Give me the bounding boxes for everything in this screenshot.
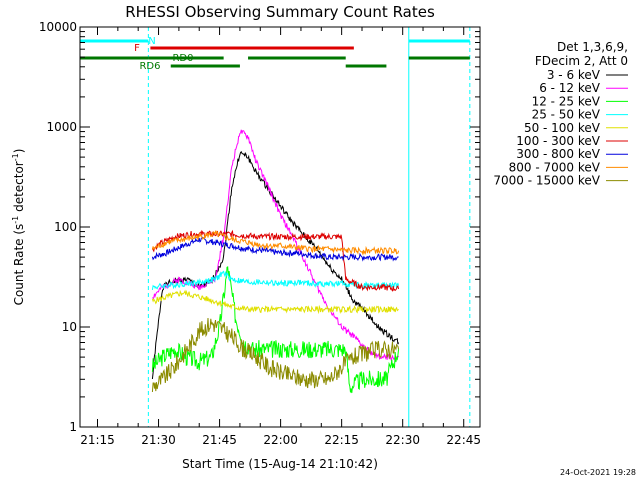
- series-line-5: [151, 229, 400, 292]
- series-line-6: [151, 236, 399, 262]
- y-tick-label: 100: [54, 220, 77, 234]
- x-tick-label: 21:30: [141, 433, 176, 447]
- series-line-4: [151, 289, 399, 315]
- flag-label-rd0: RD0: [172, 53, 193, 64]
- flag-label-rd6: RD6: [139, 61, 160, 72]
- series-line-7: [151, 229, 400, 256]
- x-tick-label: 21:15: [80, 433, 115, 447]
- legend-header-1: Det 1,3,6,9,: [557, 40, 628, 54]
- y-tick-label: 10000: [39, 20, 77, 34]
- chart-title: RHESSI Observing Summary Count Rates: [125, 3, 435, 21]
- y-tick-label: 1000: [46, 120, 77, 134]
- x-axis-label: Start Time (15-Aug-14 21:10:42): [182, 457, 378, 471]
- x-tick-label: 22:15: [324, 433, 359, 447]
- legend-entry-label: 6 - 12 keV: [539, 81, 601, 95]
- legend-entry-label: 300 - 800 keV: [516, 147, 600, 161]
- x-tick-label: 22:00: [263, 433, 298, 447]
- flag-label-f: F: [134, 43, 140, 54]
- flag-label-n: N: [148, 36, 155, 47]
- x-axis: 21:15 21:30 21:45 22:00 22:15 22:30 22:45: [80, 27, 481, 447]
- legend-entry-label: 3 - 6 keV: [547, 68, 601, 82]
- legend-entry-label: 7000 - 15000 keV: [493, 174, 600, 188]
- y-tick-label: 10: [62, 320, 77, 334]
- legend-entry-label: 800 - 7000 keV: [509, 160, 601, 174]
- legend-entry-label: 12 - 25 keV: [532, 94, 601, 108]
- plot-area: NF RD0 RD6: [79, 27, 471, 427]
- series-line-8: [151, 317, 400, 393]
- y-tick-label: 1: [69, 420, 77, 434]
- legend-entry-label: 25 - 50 keV: [532, 108, 601, 122]
- legend-entry-label: 50 - 100 keV: [524, 121, 601, 135]
- y-axis-label: Count Rate (s-1 detector-1): [11, 149, 26, 306]
- series-line-3: [151, 270, 400, 290]
- footer-timestamp: 24-Oct-2021 19:28: [560, 468, 636, 477]
- x-tick-label: 22:30: [385, 433, 420, 447]
- legend-header-2: FDecim 2, Att 0: [535, 54, 628, 68]
- y-axis: 1 10 100 1000 10000: [39, 20, 480, 434]
- x-tick-label: 22:45: [446, 433, 481, 447]
- x-tick-label: 21:45: [202, 433, 237, 447]
- legend-entry-label: 100 - 300 keV: [516, 134, 600, 148]
- series-line-2: [151, 266, 400, 394]
- legend: Det 1,3,6,9, FDecim 2, Att 0 3 - 6 keV6 …: [493, 40, 628, 188]
